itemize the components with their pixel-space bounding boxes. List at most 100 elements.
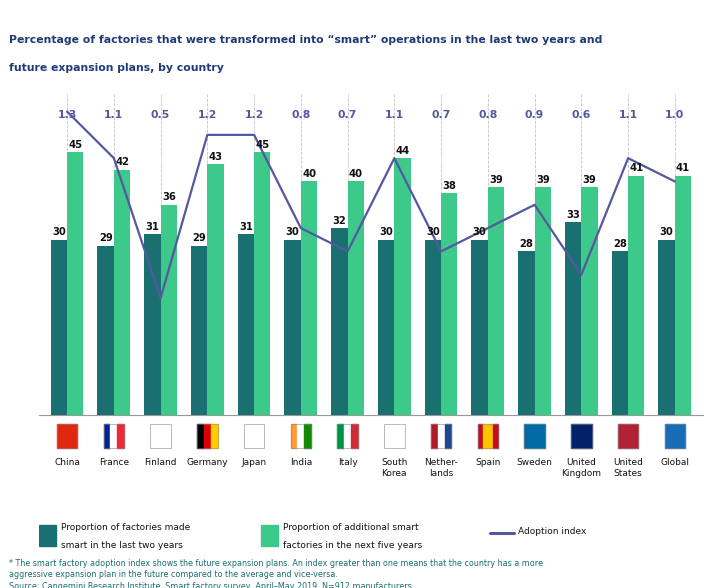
- Text: India: India: [290, 458, 312, 467]
- Text: China: China: [54, 458, 80, 467]
- Text: 39: 39: [489, 175, 503, 185]
- Text: Italy: Italy: [338, 458, 357, 467]
- Text: 30: 30: [426, 228, 439, 238]
- Bar: [437, 424, 444, 447]
- Bar: [351, 424, 358, 447]
- Bar: [160, 205, 177, 415]
- Bar: [493, 424, 498, 447]
- Text: 1.3: 1.3: [58, 111, 77, 121]
- Bar: [535, 188, 551, 415]
- Text: France: France: [99, 458, 129, 467]
- Bar: [57, 424, 77, 447]
- Text: Nether-
lands: Nether- lands: [425, 458, 458, 478]
- Text: 38: 38: [442, 181, 457, 191]
- Bar: [658, 240, 674, 415]
- Text: 36: 36: [162, 192, 175, 202]
- Text: 0.7: 0.7: [338, 111, 357, 121]
- Text: future expansion plans, by country: future expansion plans, by country: [9, 63, 224, 73]
- Text: 30: 30: [473, 228, 486, 238]
- Bar: [471, 240, 488, 415]
- Bar: [151, 424, 171, 447]
- Text: 30: 30: [379, 228, 393, 238]
- Text: 40: 40: [302, 169, 316, 179]
- Bar: [425, 240, 441, 415]
- Bar: [384, 424, 405, 447]
- Text: United
States: United States: [613, 458, 643, 478]
- Bar: [384, 424, 405, 447]
- Text: 31: 31: [239, 222, 253, 232]
- Bar: [665, 424, 685, 447]
- Bar: [211, 424, 218, 447]
- Bar: [431, 424, 452, 447]
- Text: 44: 44: [395, 146, 410, 156]
- Text: 1.0: 1.0: [665, 111, 684, 121]
- Text: Source: Capgemini Research Institute, Smart factory survey, April–May 2019, N=91: Source: Capgemini Research Institute, Sm…: [9, 582, 414, 588]
- Bar: [104, 424, 110, 447]
- Text: Percentage of factories that were transformed into “smart” operations in the las: Percentage of factories that were transf…: [9, 35, 602, 45]
- Text: 45: 45: [68, 140, 82, 150]
- Text: 1.1: 1.1: [104, 111, 124, 121]
- Text: 32: 32: [332, 216, 346, 226]
- Bar: [444, 424, 452, 447]
- Text: 0.5: 0.5: [151, 111, 170, 121]
- Bar: [67, 152, 84, 415]
- Text: 0.7: 0.7: [432, 111, 451, 121]
- Text: Japan: Japan: [241, 458, 267, 467]
- Bar: [238, 234, 254, 415]
- Bar: [104, 424, 124, 447]
- Bar: [478, 424, 483, 447]
- Bar: [337, 424, 344, 447]
- Bar: [207, 164, 224, 415]
- Bar: [618, 424, 638, 447]
- Text: 41: 41: [629, 163, 643, 173]
- Text: Sweden: Sweden: [517, 458, 552, 467]
- Text: 1.1: 1.1: [385, 111, 404, 121]
- Bar: [50, 240, 67, 415]
- Bar: [378, 240, 394, 415]
- Bar: [344, 424, 351, 447]
- Bar: [244, 424, 264, 447]
- Text: 1.2: 1.2: [244, 111, 264, 121]
- Bar: [297, 424, 305, 447]
- Bar: [628, 176, 645, 415]
- Bar: [674, 176, 692, 415]
- Text: 28: 28: [613, 239, 627, 249]
- Text: 40: 40: [349, 169, 363, 179]
- Text: Germany: Germany: [187, 458, 228, 467]
- Text: smart in the last two years: smart in the last two years: [61, 541, 182, 550]
- Bar: [332, 228, 348, 415]
- Bar: [431, 424, 437, 447]
- Bar: [581, 188, 598, 415]
- Text: 1.1: 1.1: [618, 111, 638, 121]
- Bar: [337, 424, 358, 447]
- Bar: [97, 246, 114, 415]
- Bar: [261, 525, 278, 546]
- Text: 0.8: 0.8: [291, 111, 310, 121]
- Bar: [144, 234, 160, 415]
- Text: * The smart factory adoption index shows the future expansion plans. An index gr: * The smart factory adoption index shows…: [9, 559, 542, 567]
- Text: 0.6: 0.6: [572, 111, 591, 121]
- Text: 42: 42: [115, 158, 129, 168]
- Bar: [665, 424, 685, 447]
- Bar: [204, 424, 211, 447]
- Text: 41: 41: [676, 163, 690, 173]
- Text: 29: 29: [99, 233, 113, 243]
- Text: 0.8: 0.8: [479, 111, 498, 121]
- Bar: [301, 182, 317, 415]
- Text: South
Korea: South Korea: [381, 458, 408, 478]
- Bar: [618, 424, 638, 447]
- Text: 31: 31: [146, 222, 160, 232]
- Bar: [394, 158, 410, 415]
- Bar: [244, 424, 264, 447]
- Bar: [441, 193, 457, 415]
- Bar: [197, 424, 218, 447]
- Text: Proportion of additional smart: Proportion of additional smart: [283, 523, 419, 532]
- Bar: [110, 424, 117, 447]
- Text: 30: 30: [52, 228, 66, 238]
- Bar: [612, 252, 628, 415]
- Bar: [57, 424, 77, 447]
- Text: Finland: Finland: [144, 458, 177, 467]
- Bar: [197, 424, 204, 447]
- Bar: [290, 424, 297, 447]
- Bar: [488, 188, 504, 415]
